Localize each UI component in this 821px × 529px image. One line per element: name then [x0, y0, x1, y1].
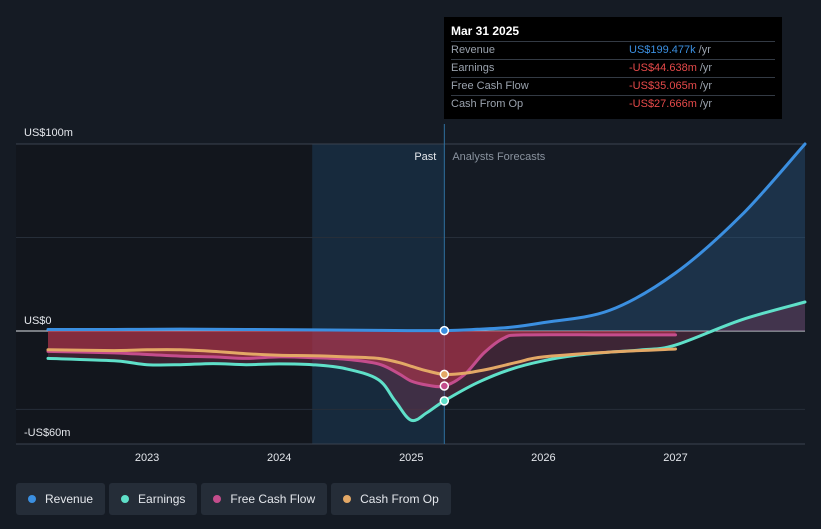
tooltip-row-revenue: Revenue US$199.477k /yr [451, 41, 775, 59]
tooltip-date: Mar 31 2025 [451, 24, 520, 38]
tooltip-label: Earnings [451, 62, 495, 74]
earnings-dot-icon [121, 495, 130, 503]
tooltip-value: US$199.477k [629, 44, 696, 56]
x-tick-label: 2026 [531, 452, 555, 464]
forecast-bg [444, 144, 805, 444]
free-cash-flow-dot-icon [213, 495, 222, 503]
y-tick-label: US$100m [24, 127, 73, 139]
revenue-line [46, 142, 807, 333]
y-tick-label: -US$60m [24, 427, 70, 439]
tooltip-row-earnings: Earnings -US$44.638m /yr [451, 59, 775, 77]
tooltip-value: -US$27.666m [629, 98, 697, 110]
legend-label: Revenue [45, 492, 94, 506]
tooltip-unit: /yr [699, 62, 713, 74]
revenue-marker [439, 325, 450, 336]
tooltip-label: Free Cash Flow [451, 80, 529, 92]
revenue-dot-icon [28, 495, 36, 503]
x-tick-label: 2023 [135, 452, 159, 464]
cash-from-op-line [46, 347, 677, 377]
tooltip-label: Cash From Op [451, 98, 524, 110]
x-tick-label: 2025 [399, 452, 423, 464]
tooltip-row-free-cash-flow: Free Cash Flow -US$35.065m /yr [451, 77, 775, 95]
tooltip-unit: /yr [699, 80, 713, 92]
past-label: Past [414, 151, 436, 163]
cash-from-op-marker [439, 369, 450, 380]
tooltip-row-cash-from-op: Cash From Op -US$27.666m /yr [451, 95, 775, 113]
cash-from-op-dot-icon [343, 495, 352, 503]
revenue-area [48, 144, 805, 331]
past-shade [16, 144, 313, 444]
legend-item-free-cash-flow[interactable]: Free Cash Flow [201, 483, 328, 515]
forecast-label: Analysts Forecasts [452, 151, 545, 163]
tooltip-label: Revenue [451, 44, 496, 56]
legend-item-revenue[interactable]: Revenue [16, 483, 106, 515]
tooltip-unit: /yr [698, 44, 711, 56]
earnings-marker [439, 396, 450, 406]
legend-label: Free Cash Flow [230, 492, 316, 506]
y-tick-label: US$0 [24, 315, 52, 327]
x-tick-label: 2027 [663, 452, 687, 464]
x-tick-label: 2024 [267, 452, 291, 464]
legend-item-earnings[interactable]: Earnings [109, 483, 198, 515]
past-highlight [312, 144, 445, 444]
tooltip-panel: Mar 31 2025 Revenue US$199.477k /yr Earn… [444, 17, 782, 119]
free-cash-flow-marker [439, 381, 450, 391]
legend-label: Earnings [138, 492, 186, 506]
legend-item-cash-from-op[interactable]: Cash From Op [331, 483, 451, 515]
tooltip-value: -US$44.638m [629, 62, 697, 74]
legend-label: Cash From Op [360, 492, 439, 506]
tooltip-unit: /yr [699, 98, 713, 110]
tooltip-value: -US$35.065m [629, 80, 697, 92]
legend: Revenue Earnings Free Cash Flow Cash Fro… [16, 483, 451, 515]
free-cash-flow-line [46, 333, 677, 389]
